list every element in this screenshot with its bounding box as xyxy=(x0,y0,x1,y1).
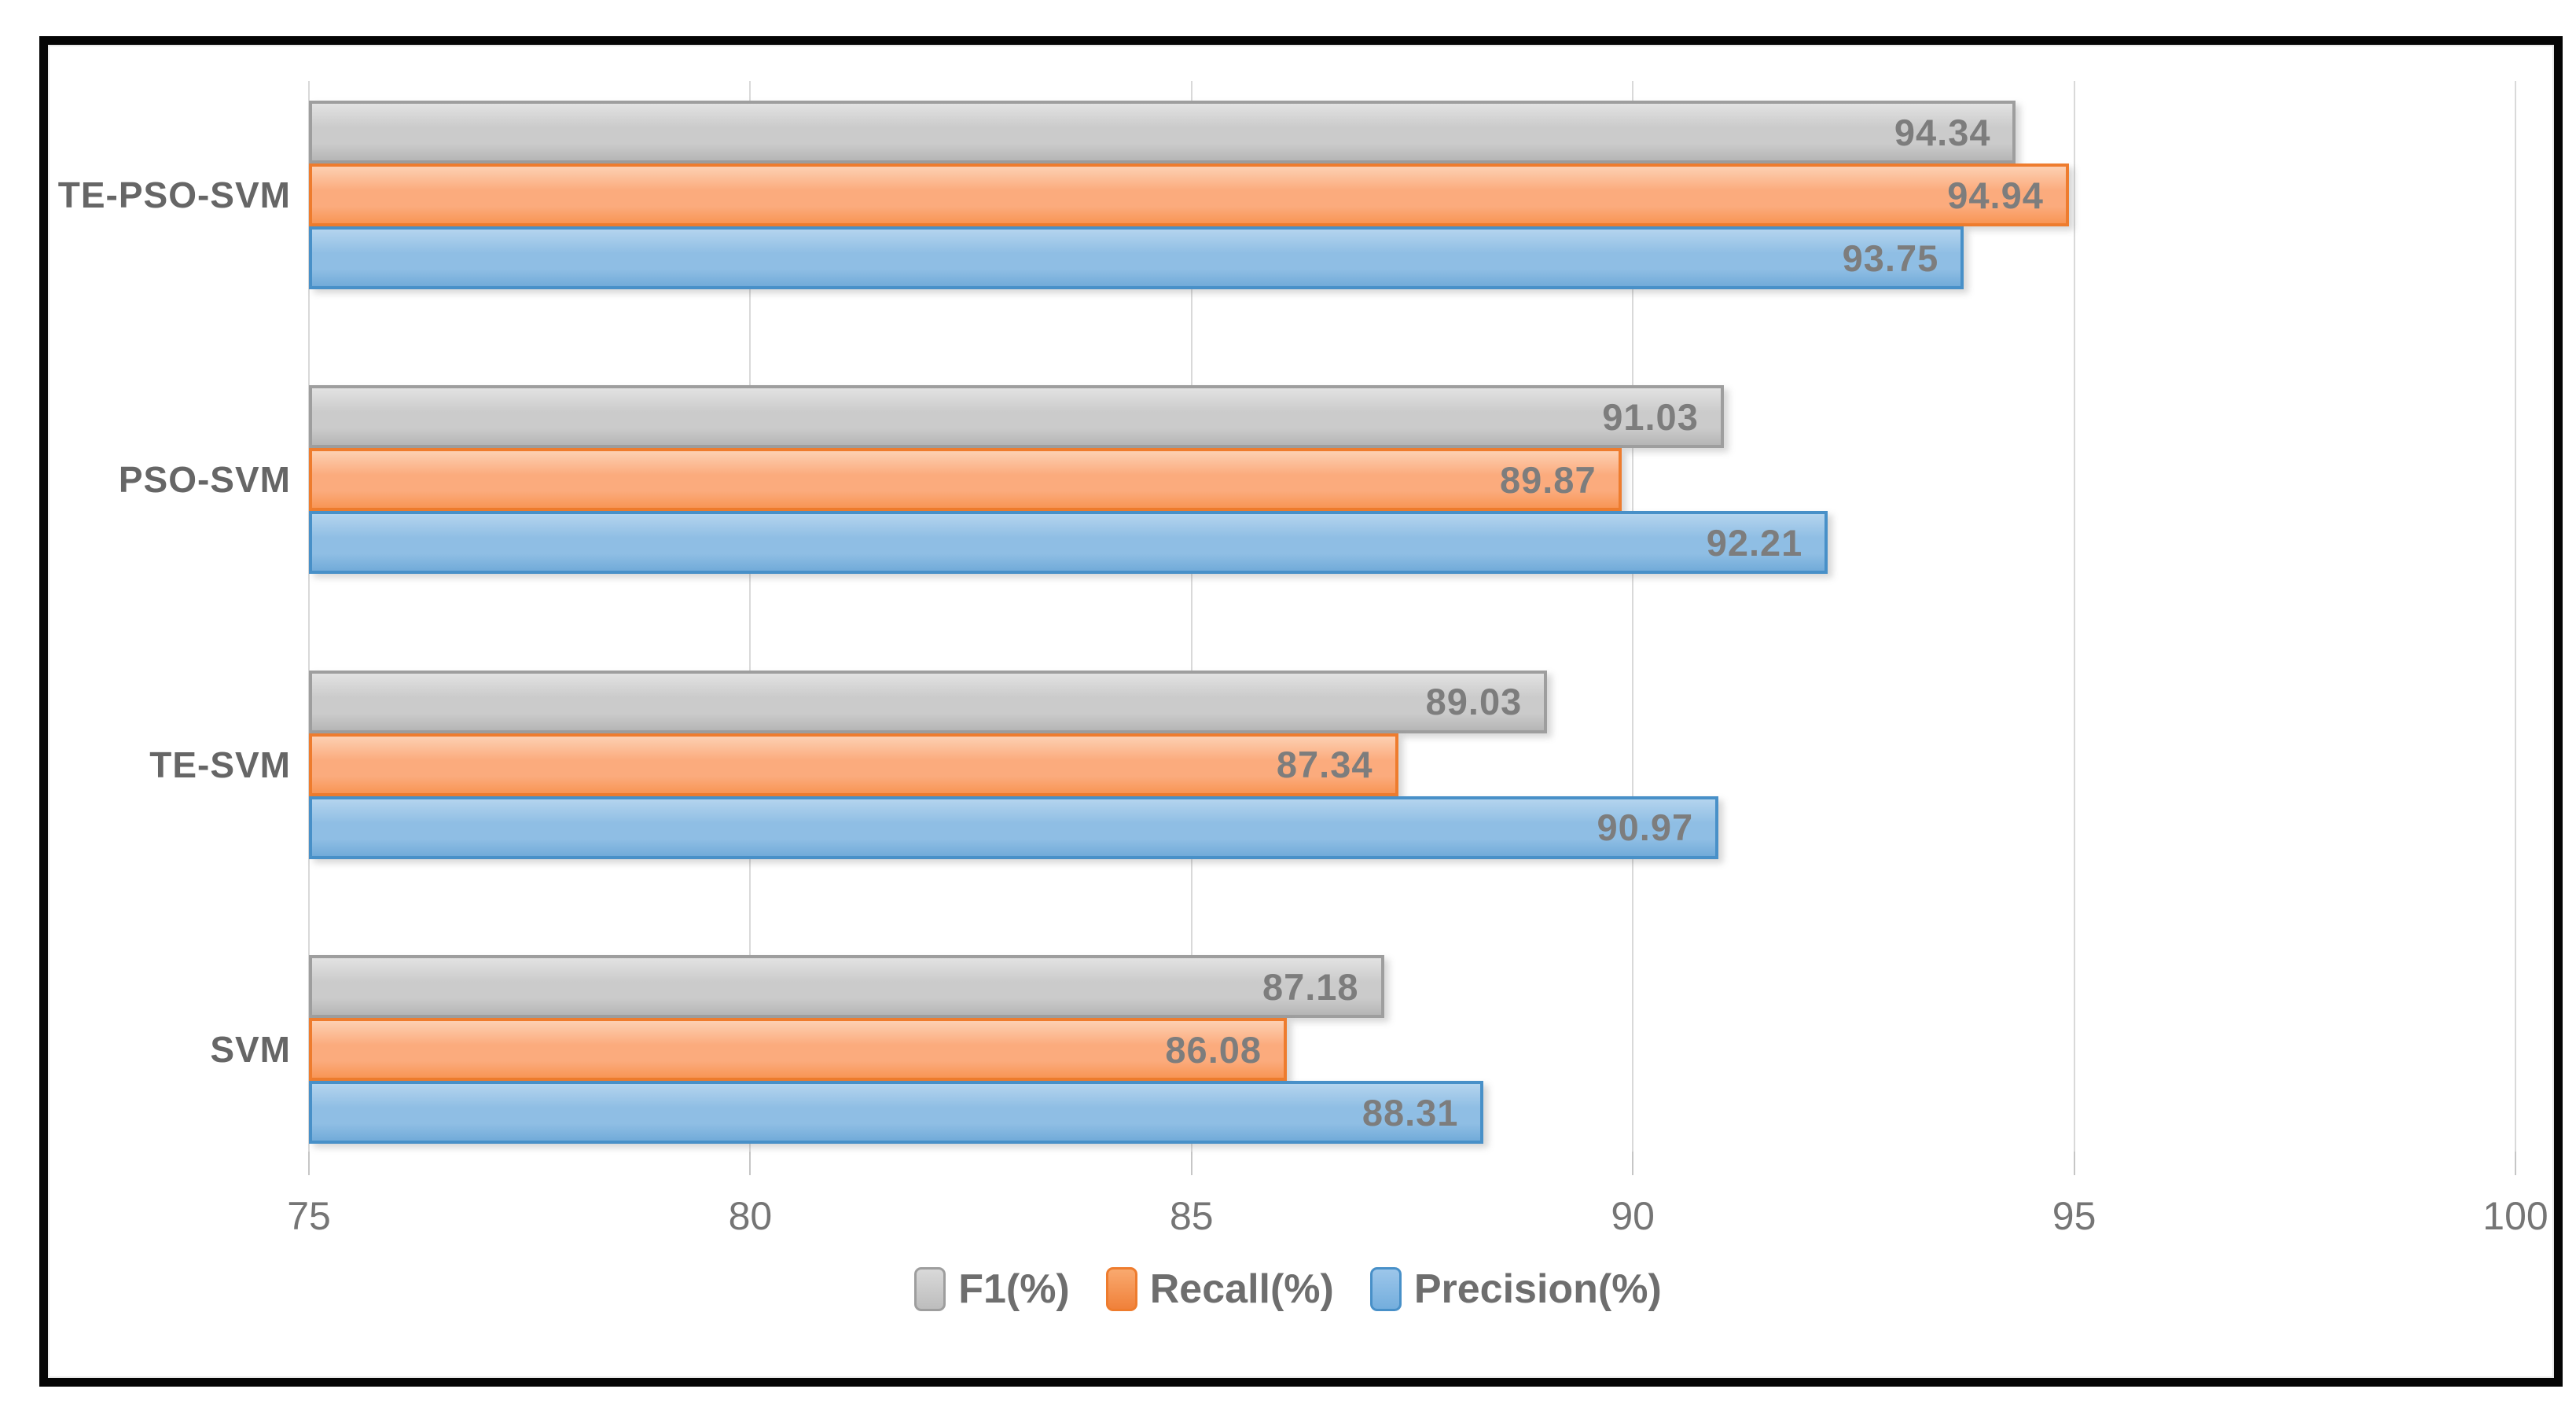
axis-tick-mark xyxy=(308,1152,310,1175)
bar-recall: 87.34 xyxy=(309,733,1398,796)
legend-label: F1(%) xyxy=(958,1266,1070,1312)
gridline xyxy=(749,81,751,1152)
gridline xyxy=(2515,81,2516,1152)
bar-value-label: 91.03 xyxy=(1602,395,1699,438)
legend-swatch-icon xyxy=(1369,1267,1402,1311)
x-axis-tick-label: 80 xyxy=(728,1194,773,1238)
bar-recall: 86.08 xyxy=(309,1018,1288,1081)
bar-value-label: 89.87 xyxy=(1499,458,1597,501)
gridline xyxy=(1632,81,1634,1152)
x-axis-tick-label: 100 xyxy=(2482,1194,2548,1238)
bar-precision: 88.31 xyxy=(309,1081,1484,1144)
category-label: TE-PSO-SVM xyxy=(57,175,291,215)
bar-recall: 94.94 xyxy=(309,164,2069,226)
axis-tick-mark xyxy=(1632,1152,1634,1175)
category-label: PSO-SVM xyxy=(118,459,291,501)
legend-swatch-icon xyxy=(1105,1267,1137,1311)
axis-tick-mark xyxy=(749,1152,751,1175)
bar-f1: 87.18 xyxy=(309,955,1384,1018)
axis-tick-mark xyxy=(2073,1152,2075,1175)
bar-value-label: 87.18 xyxy=(1262,965,1359,1008)
legend-label: Recall(%) xyxy=(1149,1266,1334,1312)
figure-inner-border xyxy=(48,45,2554,1378)
gridline xyxy=(1190,81,1192,1152)
legend-item: F1(%) xyxy=(914,1266,1070,1313)
axis-tick-mark xyxy=(2515,1152,2516,1175)
bar-value-label: 87.34 xyxy=(1276,744,1373,786)
bar-value-label: 94.94 xyxy=(1947,174,2044,216)
gridline xyxy=(308,81,310,1152)
bar-f1: 91.03 xyxy=(309,385,1724,449)
x-axis-tick-label: 90 xyxy=(1611,1194,1655,1238)
bar-value-label: 89.03 xyxy=(1425,681,1523,723)
category-label: SVM xyxy=(210,1029,291,1070)
legend-item: Precision(%) xyxy=(1369,1266,1662,1313)
bar-value-label: 93.75 xyxy=(1842,237,1939,279)
bar-value-label: 94.34 xyxy=(1894,111,1991,153)
gridline xyxy=(2073,81,2075,1152)
category-label: TE-SVM xyxy=(149,744,291,785)
bar-f1: 89.03 xyxy=(309,670,1548,733)
bar-value-label: 88.31 xyxy=(1361,1091,1459,1134)
bar-precision: 92.21 xyxy=(309,511,1828,575)
x-axis-tick-label: 75 xyxy=(287,1194,331,1238)
legend: F1(%) Recall(%) Precision(%) xyxy=(0,1256,2576,1322)
legend-swatch-icon xyxy=(914,1267,946,1311)
bar-recall: 89.87 xyxy=(309,448,1622,512)
bar-f1: 94.34 xyxy=(309,101,2016,164)
bar-value-label: 90.97 xyxy=(1597,807,1694,849)
bar-value-label: 86.08 xyxy=(1165,1028,1262,1071)
legend-item: Recall(%) xyxy=(1105,1266,1334,1313)
legend-label: Precision(%) xyxy=(1413,1266,1662,1312)
bar-precision: 90.97 xyxy=(309,796,1719,859)
x-axis-tick-label: 95 xyxy=(2052,1194,2096,1238)
x-axis-tick-label: 85 xyxy=(1169,1194,1214,1238)
axis-tick-mark xyxy=(1190,1152,1192,1175)
bar-value-label: 92.21 xyxy=(1706,521,1803,564)
bar-precision: 93.75 xyxy=(309,226,1964,289)
